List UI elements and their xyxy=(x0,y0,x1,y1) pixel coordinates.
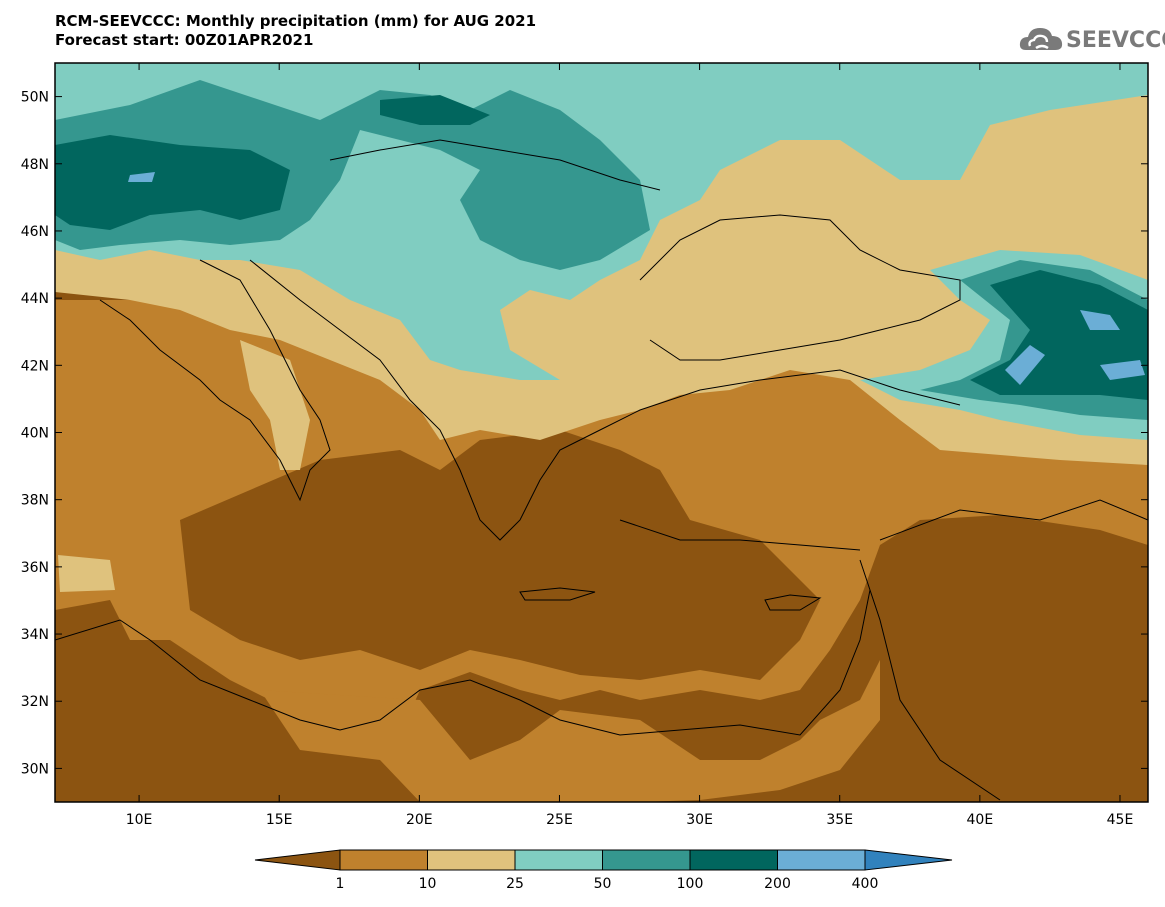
latitude-axis: 30N 32N 34N 36N 38N 40N 42N 44N 46N 48N 50N xyxy=(21,90,1148,777)
longitude-axis: 10E 15E 20E 25E 30E 35E 40E 45E xyxy=(126,63,1134,828)
title-line-1: RCM-SEEVCCC: Monthly precipitation (mm) … xyxy=(55,12,537,30)
border-cyprus xyxy=(764,594,822,611)
title-line-2: Forecast start: 00Z01APR2021 xyxy=(55,31,314,49)
lon-tick-label: 40E xyxy=(967,812,994,828)
lat-tick-label: 40N xyxy=(21,426,49,442)
field-1-10-south xyxy=(260,660,880,802)
border-east xyxy=(879,499,1148,541)
colorbar-segment xyxy=(427,849,516,871)
coastline-anatomy-south xyxy=(619,519,861,551)
colorbar-segment xyxy=(339,849,428,871)
coastline-italy xyxy=(99,259,331,502)
lon-tick-label: 35E xyxy=(826,812,853,828)
precip-fields xyxy=(55,63,1148,802)
logo-text: SEEVCCC xyxy=(1066,28,1165,53)
map-title: RCM-SEEVCCC: Monthly precipitation (mm) … xyxy=(55,12,536,50)
lat-tick-label: 48N xyxy=(21,157,49,173)
seevccc-logo: SEEVCCC xyxy=(1018,22,1165,56)
field-10-25-italy xyxy=(240,340,310,470)
lat-tick-label: 44N xyxy=(21,291,49,307)
field-100-200-danube xyxy=(380,95,490,125)
field-10-25-sicily xyxy=(58,555,115,592)
lat-tick-label: 42N xyxy=(21,358,49,374)
lon-tick-label: 25E xyxy=(546,812,573,828)
border-danube xyxy=(329,139,661,191)
lon-tick-label: 20E xyxy=(406,812,433,828)
colorbar-label: 400 xyxy=(852,876,879,892)
lat-tick-label: 36N xyxy=(21,560,49,576)
border-levant xyxy=(859,559,1001,801)
border-crete xyxy=(519,587,596,601)
lon-tick-label: 10E xyxy=(126,812,153,828)
colorbar-arrow-high xyxy=(864,849,953,871)
colorbar-label: 200 xyxy=(764,876,791,892)
colorbar-segment xyxy=(777,849,866,871)
lat-tick-label: 38N xyxy=(21,493,49,509)
field-dark-core xyxy=(180,430,820,680)
field-50-100 xyxy=(55,80,650,270)
field-200-400-c xyxy=(1100,360,1145,380)
colorbar-label: 100 xyxy=(677,876,704,892)
lat-tick-label: 32N xyxy=(21,694,49,710)
colorbar-segment xyxy=(602,849,691,871)
lat-tick-label: 30N xyxy=(21,761,49,777)
colorbar-segment xyxy=(514,849,603,871)
lat-tick-label: 46N xyxy=(21,224,49,240)
lon-tick-label: 15E xyxy=(266,812,293,828)
colorbar-label: 25 xyxy=(506,876,524,892)
cloud-icon xyxy=(1019,28,1063,50)
colorbar-label: 50 xyxy=(594,876,612,892)
colorbar-label: 1 xyxy=(336,876,345,892)
field-200-400-b xyxy=(1005,345,1045,385)
lon-tick-label: 45E xyxy=(1107,812,1134,828)
lat-tick-label: 34N xyxy=(21,627,49,643)
coastline-black-sea xyxy=(639,214,961,361)
colorbar-arrow-low xyxy=(254,849,341,871)
field-200-400-d xyxy=(128,172,155,182)
colorbar-label: 10 xyxy=(419,876,437,892)
field-100-200 xyxy=(55,135,290,230)
coastline-balkans xyxy=(249,259,961,541)
borders xyxy=(55,139,1148,801)
colorbar-segment xyxy=(689,849,778,871)
colorbar-legend: 1 10 25 50 100 200 400 xyxy=(254,849,953,892)
field-200-400-a xyxy=(1080,310,1120,330)
lon-tick-label: 30E xyxy=(686,812,713,828)
coastline-africa xyxy=(55,589,871,736)
lat-tick-label: 50N xyxy=(21,90,49,106)
